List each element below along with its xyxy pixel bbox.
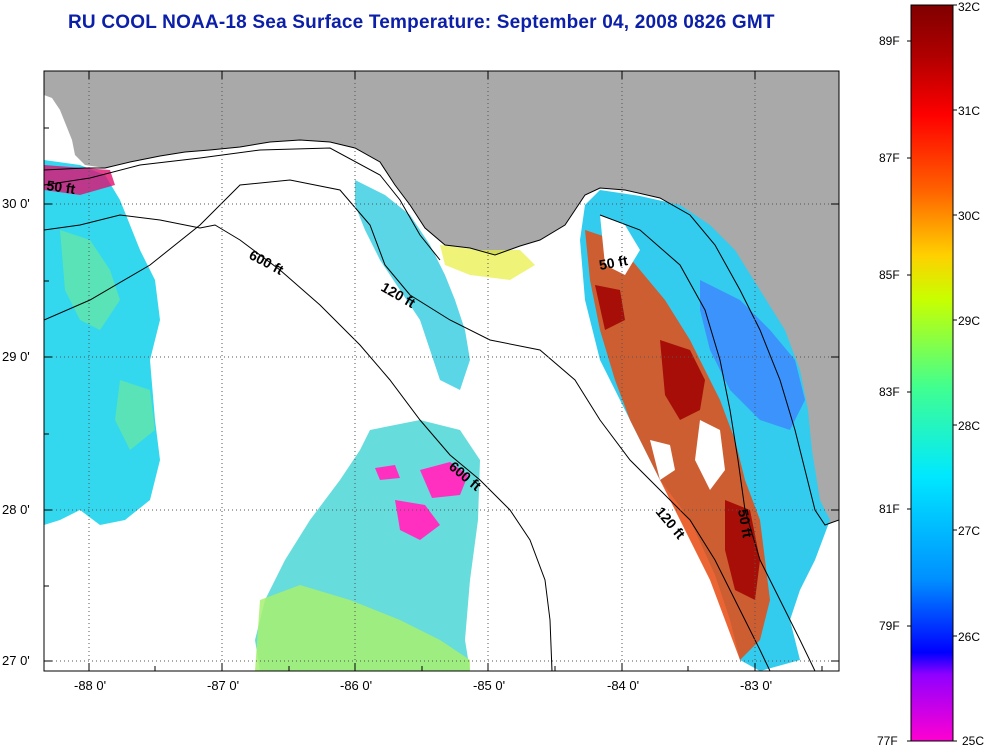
contour-label-50ft-west: 50 ft xyxy=(46,177,77,197)
contour-600ft xyxy=(44,214,553,671)
axis-ticks xyxy=(44,71,839,671)
colorbar-celsius-label: 30C xyxy=(958,209,981,223)
y-tick-label: 27 0' xyxy=(2,653,30,668)
map-title: RU COOL NOAA-18 Sea Surface Temperature:… xyxy=(68,12,775,33)
colorbar-celsius-label: 31C xyxy=(958,104,981,118)
x-tick-label: -83 0' xyxy=(740,678,772,693)
coastline xyxy=(44,139,839,526)
colorbar-celsius-label: 26C xyxy=(958,630,981,644)
y-tick-label: 28 0' xyxy=(2,502,30,517)
sst-big-bend-yellow xyxy=(440,245,535,280)
sst-east-shelf-blue xyxy=(700,280,805,430)
colorbar-celsius-label: 28C xyxy=(958,419,981,433)
colorbar-fahrenheit-label: 79F xyxy=(879,619,900,633)
colorbar-fahrenheit-label: 77F xyxy=(877,734,898,748)
sst-west-green xyxy=(60,230,155,450)
contour-label-50ft-south: 50 ft xyxy=(735,508,756,539)
colorbar-celsius-label: 32C xyxy=(958,0,981,14)
colorbar-fahrenheit-label: 85F xyxy=(879,268,900,282)
x-tick-label: -85 0' xyxy=(473,678,505,693)
contour-50ft-west xyxy=(44,147,441,261)
sst-central-magenta xyxy=(375,462,468,540)
sst-central-green xyxy=(255,585,470,671)
colorbar-fahrenheit-label: 81F xyxy=(879,502,900,516)
map-frame xyxy=(43,70,840,672)
graticule xyxy=(44,71,839,671)
x-tick-label: -88 0' xyxy=(74,678,106,693)
x-tick-label: -84 0' xyxy=(607,678,639,693)
sst-big-bend xyxy=(355,180,470,390)
x-tick-label: -87 0' xyxy=(207,678,239,693)
contour-50ft-east xyxy=(599,214,816,671)
colorbar-celsius-label: 25C xyxy=(962,734,985,748)
contour-label-50ft-bigbend: 50 ft xyxy=(598,252,629,273)
land-mass xyxy=(44,71,839,525)
colorbar-fahrenheit-label: 83F xyxy=(879,385,900,399)
colorbar-fahrenheit-label: 87F xyxy=(879,151,900,165)
map-area: 50 ft 600 ft 120 ft 50 ft 600 ft 120 ft … xyxy=(44,71,839,671)
colorbar-ticks xyxy=(907,4,957,742)
colorbar-fahrenheit-label: 89F xyxy=(879,34,900,48)
sst-east-shelf-hot xyxy=(595,285,760,600)
sst-east-shelf-clear xyxy=(600,215,725,490)
colorbar xyxy=(910,4,954,742)
sst-east-shelf-warm xyxy=(585,230,770,660)
x-tick-label: -86 0' xyxy=(340,678,372,693)
contour-120ft xyxy=(44,179,771,671)
colorbar-celsius-label: 29C xyxy=(958,314,981,328)
colorbar-celsius-label: 27C xyxy=(958,524,981,538)
y-tick-label: 30 0' xyxy=(2,196,30,211)
y-tick-label: 29 0' xyxy=(2,349,30,364)
